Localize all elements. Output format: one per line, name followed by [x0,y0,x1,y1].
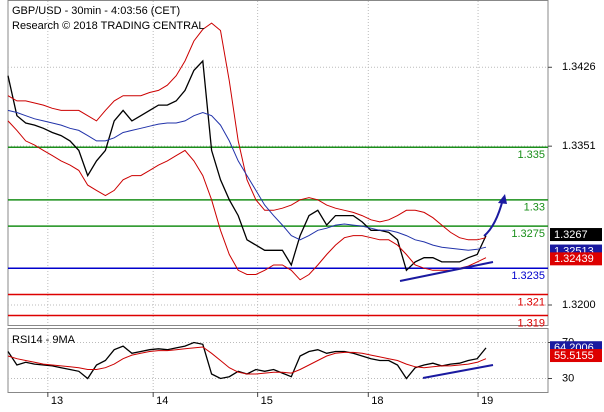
x-tick-label: 19 [481,395,493,407]
rsi-panel [7,328,549,393]
chart-subtitle: Research © 2018 TRADING CENTRAL [12,20,205,32]
y-tick-label: 1.3351 [562,140,596,152]
series-line [7,109,487,251]
level-label: 1.319 [517,317,545,329]
series-line [7,346,487,375]
trend-line [399,261,494,282]
level-label: 1.321 [517,296,545,308]
level-label: 1.33 [524,202,545,214]
y-tick-label: 30 [562,372,574,384]
price-marker-label: 1.32513 [554,245,594,257]
price-marker-label: 55.5155 [554,350,594,362]
price-marker-label: 1.32439 [554,253,594,265]
rsi-trend-line [422,364,494,379]
price-marker [550,252,602,266]
x-tick-label: 18 [371,395,383,407]
series-line [7,59,487,272]
rsi-title: RSI14 - 9MA [12,334,76,346]
series-line [7,120,487,281]
chart-title: GBP/USD - 30min - 4:03:56 (CET) [12,5,180,17]
x-tick-label: 15 [261,395,273,407]
price-panel [7,0,549,326]
price-marker [550,349,602,363]
y-tick-label: 1.3426 [562,61,596,73]
level-label: 1.335 [517,149,545,161]
y-tick-label: 1.3200 [562,299,596,311]
level-label: 1.3275 [511,228,545,240]
level-label: 1.3235 [511,270,545,282]
plot-layer: 1.3426 1.3351 1.3200 1.335 1.33 1.3275 1.3235 1… [7,1,602,407]
x-tick-label: 13 [51,395,63,407]
price-marker-label: 1.3267 [554,229,588,241]
price-marker [550,228,602,242]
series-line [7,22,487,241]
x-tick-label: 14 [156,395,168,407]
arrow-head [498,194,507,204]
